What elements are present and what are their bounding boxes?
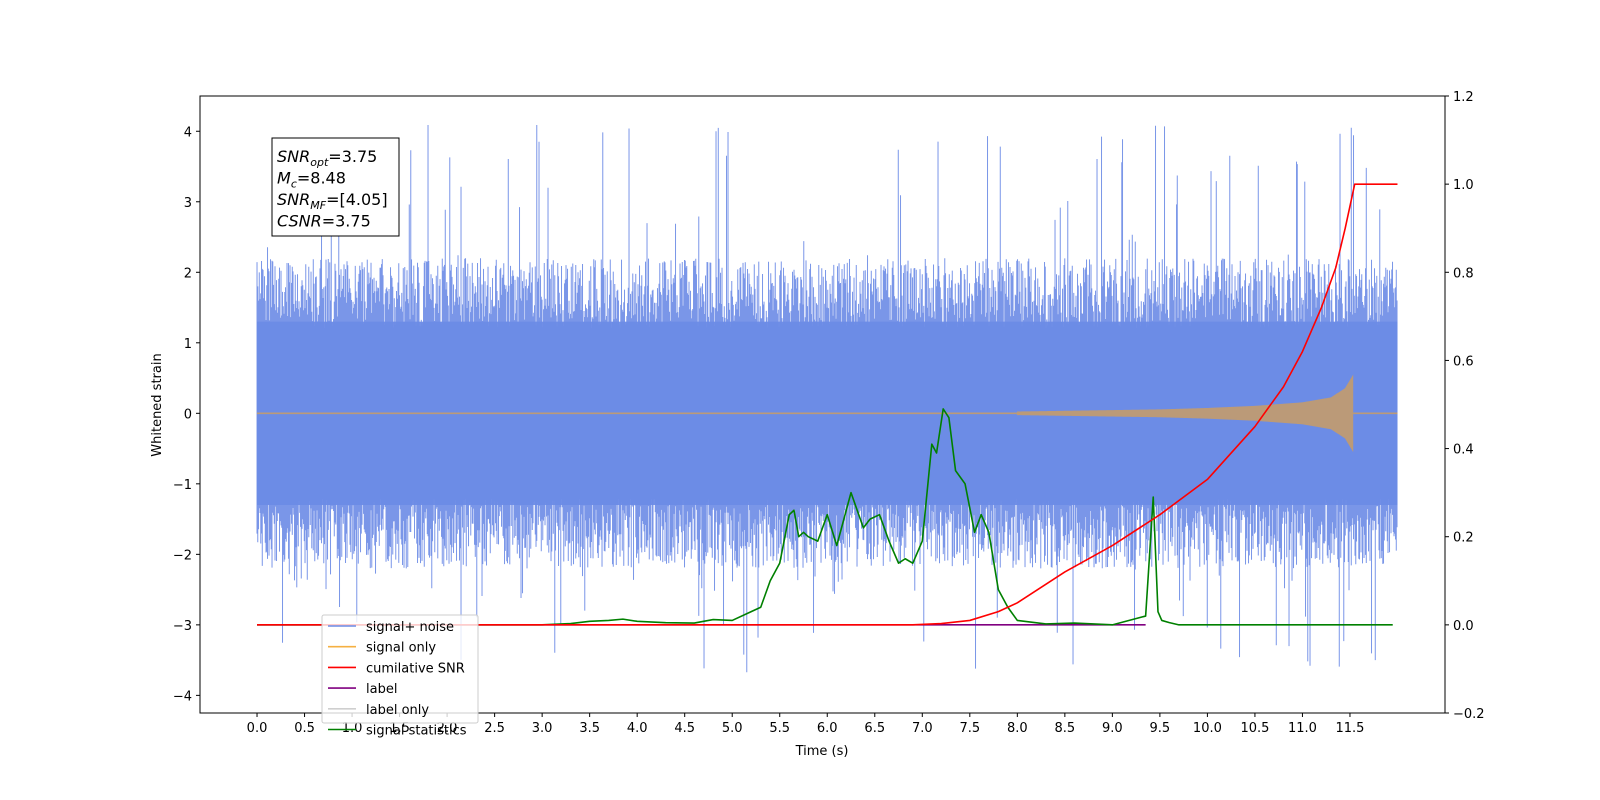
y-left-tick-label: 3 (184, 196, 192, 211)
x-tick-label: 1.5 (389, 721, 410, 736)
annotation-line: SNRMF=[4.05] (277, 190, 388, 212)
x-tick-label: 5.5 (769, 721, 790, 736)
y-left-tick-label: −1 (173, 478, 192, 493)
x-tick-label: 5.0 (722, 721, 743, 736)
x-tick-label: 11.0 (1288, 721, 1317, 736)
x-tick-label: 10.0 (1193, 721, 1222, 736)
x-tick-label: 4.5 (674, 721, 695, 736)
legend-entry: label only (366, 703, 429, 718)
y-left-tick-label: 0 (184, 407, 192, 422)
annotation-line: SNRopt=3.75 (277, 147, 377, 169)
x-tick-label: 4.0 (627, 721, 648, 736)
y-right-tick-label: 0.4 (1453, 443, 1474, 458)
annotation-line: Mc=8.48 (277, 169, 346, 191)
legend-entry: signal+ noise (366, 620, 454, 635)
y-right-tick-label: 0.2 (1453, 531, 1474, 546)
plot-frame (199, 95, 1446, 714)
x-tick-label: 8.0 (1007, 721, 1028, 736)
y-left-tick-label: −3 (173, 619, 192, 634)
y-right-tick-label: 1.2 (1453, 90, 1474, 105)
legend-entry: signal only (366, 641, 436, 656)
y-left-tick-label: −4 (173, 689, 192, 704)
y-axis-right: −0.2 0.0 0.2 0.4 0.6 0.8 1.0 1.2 (1445, 90, 1485, 722)
y-right-tick-label: −0.2 (1453, 707, 1485, 722)
signal-chirp (1016, 374, 1354, 453)
y-axis-left: −4 −3 −2 −1 0 1 2 3 4 (173, 125, 200, 704)
x-tick-label: 0.5 (294, 721, 315, 736)
y-left-tick-label: 4 (184, 125, 192, 140)
legend-entry: cumilative SNR (366, 661, 465, 676)
y-left-tick-label: 1 (184, 337, 192, 352)
legend: signal+ noise signal only cumilative SNR la… (321, 614, 479, 739)
y-right-tick-label: 0.0 (1453, 619, 1474, 634)
y-axis-title: Whitened strain (150, 353, 165, 456)
x-axis-title: Time (s) (795, 744, 849, 759)
series-line-cumilative-snr (257, 183, 1398, 626)
x-tick-label: 6.0 (817, 721, 838, 736)
y-right-tick-label: 0.6 (1453, 354, 1474, 369)
x-tick-label: 8.5 (1055, 721, 1076, 736)
x-tick-label: 2.5 (484, 721, 505, 736)
x-tick-label: 0.0 (247, 721, 268, 736)
series-line-signal-statistics (257, 408, 1393, 626)
x-tick-label: 10.5 (1240, 721, 1269, 736)
signal-only-series (257, 374, 1398, 453)
legend-entry: label (366, 682, 397, 697)
y-right-tick-label: 1.0 (1453, 178, 1474, 193)
y-left-tick-label: −2 (173, 548, 192, 563)
x-tick-label: 7.5 (959, 721, 980, 736)
x-tick-label: 7.0 (912, 721, 933, 736)
x-axis: 0.0 0.5 1.0 1.5 2.0 2.5 3.0 3.5 4.0 4.5 5.0 5.5 6.0 6… (247, 713, 1364, 736)
x-tick-label: 2.0 (437, 721, 458, 736)
y-right-tick-label: 0.8 (1453, 266, 1474, 281)
legend-entry: signal statistics (366, 724, 467, 739)
x-tick-label: 1.0 (342, 721, 363, 736)
y-left-tick-label: 2 (184, 266, 192, 281)
info-box-frame (271, 137, 400, 237)
annotation-line: CSNR=3.75 (277, 212, 371, 231)
legend-frame (321, 614, 479, 724)
x-tick-label: 11.5 (1335, 721, 1364, 736)
x-tick-label: 9.0 (1102, 721, 1123, 736)
x-tick-label: 3.5 (579, 721, 600, 736)
x-tick-label: 6.5 (864, 721, 885, 736)
x-tick-label: 3.0 (532, 721, 553, 736)
x-tick-label: 9.5 (1150, 721, 1171, 736)
